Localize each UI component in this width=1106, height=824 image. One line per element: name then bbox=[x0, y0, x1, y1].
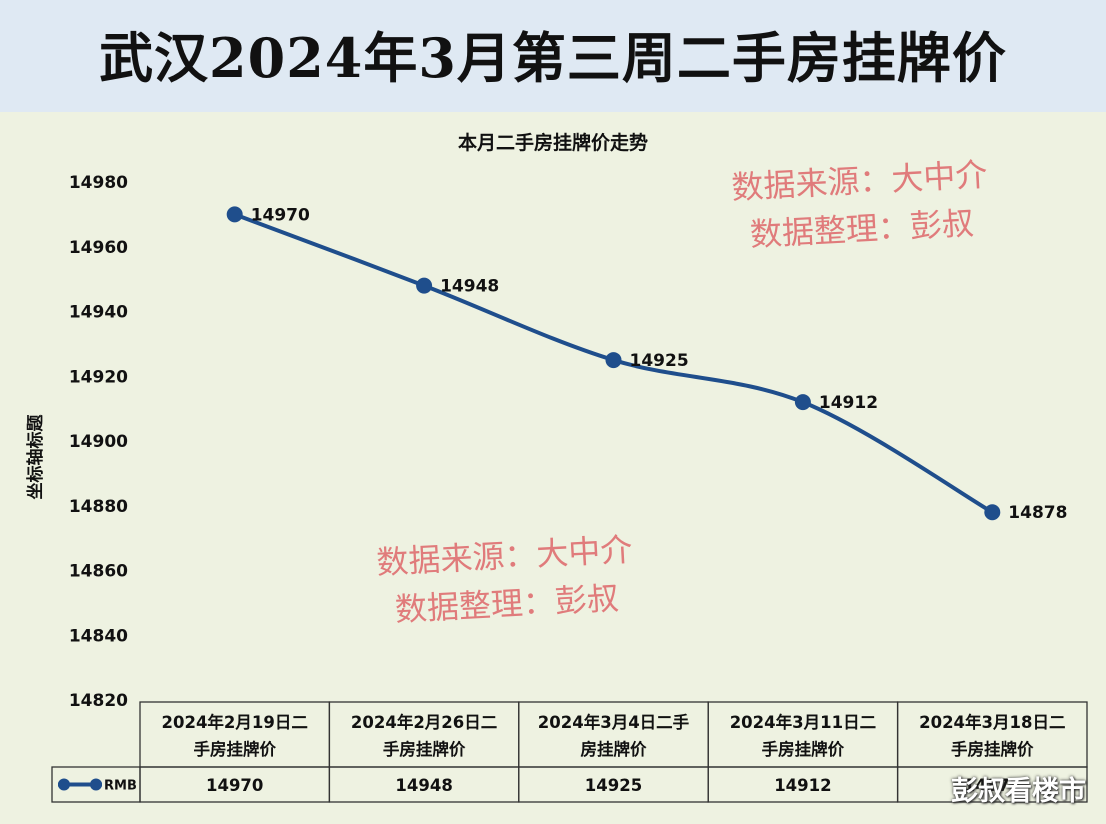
watermark-line: 数据整理：彭叔 bbox=[394, 579, 620, 629]
data-label: 14970 bbox=[251, 205, 310, 225]
y-axis-title: 坐标轴标题 bbox=[25, 414, 46, 500]
y-tick-label: 14960 bbox=[69, 238, 128, 258]
data-point bbox=[416, 277, 433, 294]
table-category-label: 手房挂牌价 bbox=[193, 739, 276, 759]
page-title: 武汉2024年3月第三周二手房挂牌价 bbox=[99, 26, 1007, 90]
data-point bbox=[984, 504, 1001, 521]
watermark-line: 数据来源：大中介 bbox=[376, 530, 634, 581]
data-point bbox=[226, 206, 243, 223]
data-label: 14878 bbox=[1008, 503, 1067, 523]
y-tick-label: 14920 bbox=[69, 367, 128, 387]
y-tick-label: 14940 bbox=[69, 303, 128, 323]
chart-area: 本月二手房挂牌价走势 坐标轴标题 14820 14840 14860 14880 149… bbox=[0, 112, 1106, 824]
y-axis-ticks: 14820 14840 14860 14880 14900 14920 14940 14960… bbox=[69, 173, 128, 711]
y-tick-label: 14900 bbox=[69, 432, 128, 452]
data-label: 14948 bbox=[440, 277, 499, 297]
table-category-label: 2024年3月18日二 bbox=[919, 712, 1065, 732]
table-category-label: 2024年3月11日二 bbox=[730, 712, 876, 732]
title-banner: 武汉2024年3月第三周二手房挂牌价 bbox=[0, 0, 1106, 113]
data-labels: 14970 14948 14925 14912 14878 bbox=[251, 205, 1068, 523]
watermark-line: 数据整理：彭叔 bbox=[749, 204, 975, 254]
table-category-label: 2024年2月19日二 bbox=[162, 712, 308, 732]
data-table: 2024年2月19日二手房挂牌价149702024年2月26日二手房挂牌价149… bbox=[51, 701, 1088, 803]
table-value: 14925 bbox=[585, 776, 642, 795]
legend-marker bbox=[90, 778, 102, 791]
table-category-label: 手房挂牌价 bbox=[762, 739, 845, 759]
legend-marker bbox=[58, 778, 70, 791]
table-value: 14970 bbox=[206, 776, 263, 795]
table-legend-cell bbox=[51, 766, 141, 803]
data-points bbox=[226, 206, 1001, 521]
data-point bbox=[794, 394, 811, 411]
chart-title: 本月二手房挂牌价走势 bbox=[458, 131, 648, 154]
table-value-cell bbox=[896, 766, 1088, 803]
data-point bbox=[605, 352, 622, 369]
y-tick-label: 14860 bbox=[69, 562, 128, 582]
table-value: 14878 bbox=[964, 776, 1021, 795]
corner-watermark: 彭叔看楼市 bbox=[951, 776, 1086, 807]
table-category-label: 手房挂牌价 bbox=[951, 739, 1034, 759]
table-category-label: 房挂牌价 bbox=[581, 739, 648, 759]
y-tick-label: 14820 bbox=[69, 691, 128, 711]
table-category-label: 2024年2月26日二 bbox=[351, 712, 497, 732]
line-chart: 本月二手房挂牌价走势 坐标轴标题 14820 14840 14860 14880 149… bbox=[25, 131, 1088, 803]
data-label: 14912 bbox=[819, 393, 878, 413]
y-tick-label: 14840 bbox=[69, 626, 128, 646]
table-category-label: 手房挂牌价 bbox=[383, 739, 466, 759]
watermark-line: 数据来源：大中介 bbox=[731, 155, 989, 206]
table-value: 14948 bbox=[395, 776, 452, 795]
y-tick-label: 14880 bbox=[69, 497, 128, 517]
table-category-label: 2024年3月4日二手 bbox=[538, 712, 690, 732]
table-value: 14912 bbox=[774, 776, 831, 795]
data-label: 14925 bbox=[630, 351, 689, 371]
legend-label: RMB bbox=[104, 779, 137, 794]
y-tick-label: 14980 bbox=[69, 173, 128, 193]
